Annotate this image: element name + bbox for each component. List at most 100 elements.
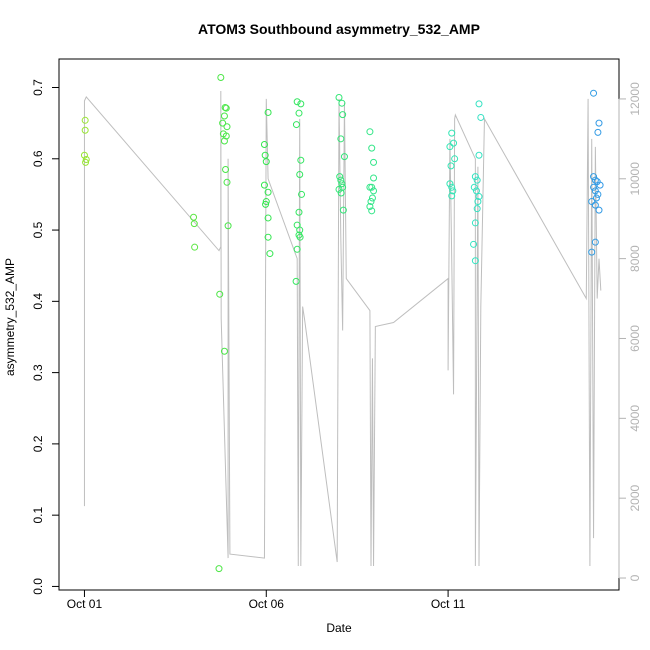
y-tick-label: 0.1 <box>31 506 45 523</box>
data-point <box>222 165 230 173</box>
data-point <box>339 111 347 119</box>
y-axis-left: 0.0 0.1 0.2 0.3 0.4 0.5 0.6 0.7 <box>31 79 60 595</box>
data-point <box>216 290 224 298</box>
data-point <box>446 143 454 151</box>
y2-tick-label: 12000 <box>628 82 642 116</box>
data-point <box>298 190 306 198</box>
plot-area <box>80 74 604 573</box>
y-axis-label: asymmetry_532_AMP <box>3 258 17 376</box>
data-point <box>590 183 598 191</box>
data-point <box>591 201 599 209</box>
data-point <box>297 100 305 108</box>
data-point <box>370 174 378 182</box>
data-point <box>261 151 269 159</box>
y-tick-label: 0.5 <box>31 221 45 238</box>
data-point <box>264 233 272 241</box>
data-point <box>260 181 268 189</box>
data-point <box>339 206 347 214</box>
data-point <box>366 203 374 211</box>
data-point <box>595 206 603 214</box>
data-point <box>368 144 376 152</box>
data-point <box>591 238 599 246</box>
data-point <box>266 250 274 258</box>
data-point <box>591 176 599 184</box>
data-point <box>470 183 478 191</box>
data-point <box>370 158 378 166</box>
data-point <box>366 128 374 136</box>
data-point <box>82 158 90 166</box>
data-point <box>368 194 376 202</box>
data-point <box>338 99 346 107</box>
data-point <box>264 188 272 196</box>
data-point <box>190 220 198 228</box>
data-point <box>447 162 455 170</box>
y-tick-label: 0.0 <box>31 578 45 595</box>
data-point <box>592 194 600 202</box>
data-point <box>340 153 348 161</box>
data-point <box>475 151 483 159</box>
y2-tick-label: 2000 <box>628 485 642 512</box>
data-point <box>470 240 478 248</box>
data-point <box>337 176 345 184</box>
data-point <box>223 123 231 131</box>
data-point <box>472 187 480 195</box>
data-point <box>473 205 481 213</box>
x-tick-label: Oct 01 <box>67 597 103 611</box>
x-tick-label: Oct 06 <box>249 597 285 611</box>
data-point <box>296 233 304 241</box>
data-point <box>264 214 272 222</box>
data-point <box>215 565 223 573</box>
data-point <box>477 113 485 121</box>
altitude-line <box>83 90 602 567</box>
data-point <box>262 198 270 206</box>
data-point <box>367 198 375 206</box>
data-point <box>293 245 301 253</box>
data-point <box>220 347 228 355</box>
data-point <box>471 173 479 181</box>
y2-tick-label: 4000 <box>628 405 642 432</box>
data-point <box>335 93 343 101</box>
data-point <box>446 180 454 188</box>
data-point <box>590 89 598 97</box>
data-point <box>260 141 268 149</box>
data-point <box>594 128 602 136</box>
data-point <box>337 189 345 197</box>
data-point <box>368 207 376 215</box>
data-point <box>295 208 303 216</box>
data-point <box>190 213 198 221</box>
data-point <box>474 198 482 206</box>
data-point <box>449 187 457 195</box>
data-point <box>262 200 270 208</box>
data-point <box>223 178 231 186</box>
data-point <box>475 193 483 201</box>
data-point <box>473 176 481 184</box>
data-point <box>588 198 596 206</box>
data-point <box>220 112 228 120</box>
y-tick-label: 0.3 <box>31 364 45 381</box>
data-point <box>366 183 374 191</box>
data-point <box>292 277 300 285</box>
data-point <box>262 158 270 166</box>
data-point <box>448 183 456 191</box>
data-point <box>590 173 598 181</box>
data-point <box>191 243 199 251</box>
data-point <box>370 187 378 195</box>
data-point <box>219 119 227 127</box>
data-point <box>82 156 90 163</box>
data-point <box>296 170 304 178</box>
data-point <box>296 226 304 234</box>
y-tick-label: 0.2 <box>31 435 45 452</box>
data-point <box>297 156 305 164</box>
data-point <box>594 190 602 198</box>
data-point <box>471 219 479 227</box>
data-point <box>337 135 345 143</box>
data-point <box>81 126 89 134</box>
y2-tick-label: 6000 <box>628 325 642 352</box>
y-tick-label: 0.6 <box>31 150 45 167</box>
data-point <box>338 180 346 188</box>
data-point <box>335 185 343 193</box>
y-axis-right: 0 2000 4000 6000 8000 10000 12000 <box>618 82 642 581</box>
data-point <box>224 222 232 230</box>
data-point <box>221 103 229 111</box>
